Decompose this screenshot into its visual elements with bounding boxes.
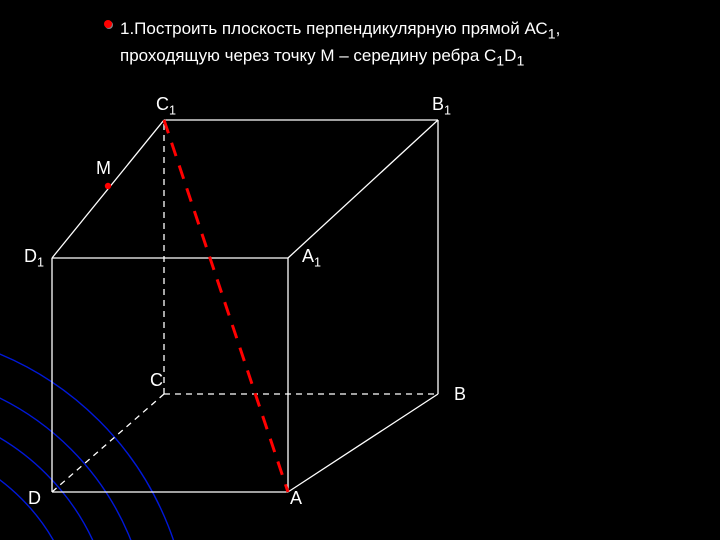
vertex-label-C1: С1 [156,94,176,118]
vertex-label-D1: D1 [24,246,44,270]
geometry-svg [0,0,720,540]
vertex-label-C: С [150,370,163,391]
slide: 1.Построить плоскость перпендикулярную п… [0,0,720,540]
vertex-label-A: А [290,488,302,509]
vertex-label-D: D [28,488,41,509]
vertex-label-B: В [454,384,466,405]
vertex-label-A1: А1 [302,246,321,270]
vertex-label-B1: В1 [432,94,451,118]
vertex-label-M: М [96,158,111,179]
